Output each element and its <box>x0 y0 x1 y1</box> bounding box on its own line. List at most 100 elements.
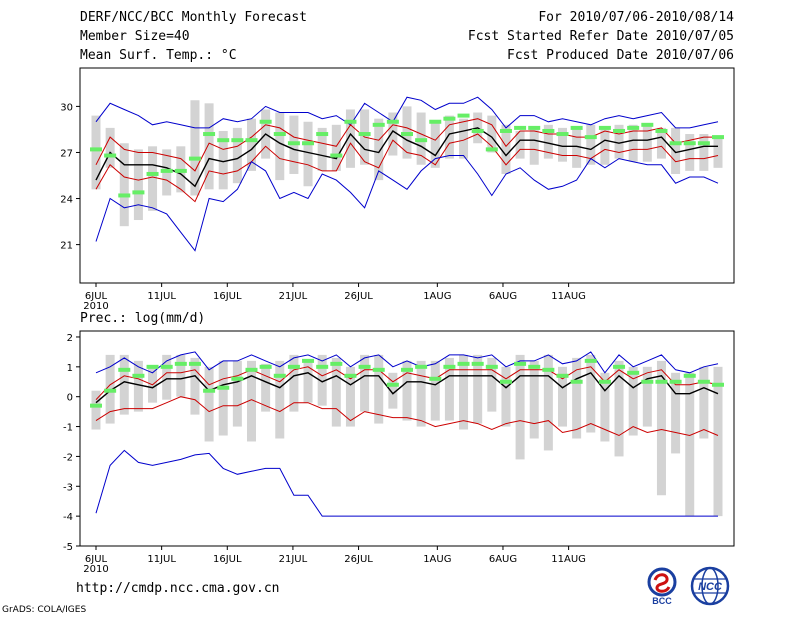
precip-spread-box <box>685 372 695 517</box>
temp-observed-marker <box>344 119 357 124</box>
temp-observed-marker <box>683 141 696 146</box>
precip-x-tick-label: 21JUL <box>279 554 308 565</box>
temp-observed-marker <box>217 138 230 143</box>
temp-observed-marker <box>627 125 640 130</box>
temp-spread-box <box>303 121 313 187</box>
precip-x-tick-label: 16JUL <box>213 554 242 565</box>
precip-observed-marker <box>174 361 187 366</box>
bcc-logo-text: BCC <box>652 596 672 606</box>
temp-observed-marker <box>471 128 484 133</box>
precip-observed-marker <box>330 361 343 366</box>
precip-observed-marker <box>259 364 272 369</box>
precip-spread-box <box>543 354 553 451</box>
temp-observed-marker <box>584 135 597 140</box>
temp-observed-marker <box>287 141 300 146</box>
temp-observed-marker <box>528 125 541 130</box>
temp-spread-box <box>444 115 454 159</box>
precip-y-tick-label: 2 <box>67 333 73 344</box>
temp-y-tick-label: 21 <box>60 241 73 252</box>
temp-observed-marker <box>613 128 626 133</box>
temp-observed-marker <box>499 128 512 133</box>
start-date-label: Fcst Started Refer Date 2010/07/05 <box>467 29 734 44</box>
temp-y-tick-label: 30 <box>60 102 73 113</box>
temp-observed-marker <box>273 132 286 137</box>
precip-observed-marker <box>570 379 583 384</box>
precip-lower-line <box>95 396 719 437</box>
temp-observed-marker <box>104 153 117 158</box>
temp-spread-box <box>275 112 285 181</box>
temp-spread-box <box>656 127 666 159</box>
temp-spread-box <box>105 127 115 168</box>
temp-x-tick-label: 6JUL <box>85 291 108 302</box>
temp-observed-marker <box>514 125 527 130</box>
precip-observed-marker <box>514 361 527 366</box>
precip-spread-box <box>204 366 214 442</box>
precip-spread-box <box>317 354 327 406</box>
precip-y-tick-label: -2 <box>63 452 73 463</box>
precip-observed-marker <box>401 367 413 372</box>
bcc-logo: BCC <box>642 566 682 606</box>
temp-spread-box <box>529 127 539 165</box>
chart-title: DERF/NCC/BCC Monthly Forecast <box>80 10 307 25</box>
precip-spread-box <box>656 360 666 496</box>
temp-observed-marker <box>160 168 173 173</box>
precip-observed-marker <box>669 379 682 384</box>
precip-spread-box <box>232 360 242 427</box>
temp-upper-line <box>95 118 718 172</box>
precip-observed-marker <box>443 364 456 369</box>
temp-observed-marker <box>401 132 413 137</box>
temp-spread-box <box>515 130 525 159</box>
temp-observed-marker <box>245 138 258 143</box>
temp-observed-marker <box>598 125 611 130</box>
temp-observed-marker <box>415 138 428 143</box>
temp-observed-marker <box>570 125 583 130</box>
precip-spread-box <box>529 360 539 439</box>
temp-observed-marker <box>132 190 145 195</box>
source-url[interactable]: http://cmdp.ncc.cma.gov.cn <box>76 581 280 596</box>
precip-observed-marker <box>90 403 102 408</box>
precip-observed-marker <box>287 364 300 369</box>
precip-spread-box <box>218 360 228 436</box>
member-size-label: Member Size=40 <box>80 29 190 44</box>
precip-spread-box <box>515 354 525 460</box>
precip-spread-box <box>501 366 511 427</box>
temp-spread-box <box>218 130 228 190</box>
temp-spread-box <box>247 118 256 171</box>
ncc-logo-text: NCC <box>698 581 723 593</box>
temp-spread-box <box>487 115 497 153</box>
temp-spread-box <box>671 127 681 174</box>
temp-spread-box <box>232 127 242 184</box>
temp-spread-box <box>91 115 101 190</box>
precip-observed-marker <box>203 388 216 393</box>
precip-spread-box <box>388 372 398 409</box>
precip-spread-box <box>374 354 384 424</box>
precip-observed-marker <box>160 364 173 369</box>
precip-spread-box <box>586 354 596 433</box>
precip-observed-marker <box>429 376 442 381</box>
temp-observed-marker <box>316 132 329 137</box>
precip-x-tick-label: 11JUL <box>147 554 176 565</box>
precip-max-line <box>95 351 719 374</box>
temp-spread-box <box>572 127 582 168</box>
precip-observed-marker <box>485 364 498 369</box>
precip-spread-box <box>600 372 610 442</box>
temp-spread-box <box>614 124 624 159</box>
precip-observed-marker <box>316 364 329 369</box>
temp-spread-box <box>459 118 469 159</box>
temp-observed-marker <box>302 141 315 146</box>
precip-spread-box <box>628 366 638 436</box>
produced-date-label: Fcst Produced Date 2010/07/06 <box>507 48 734 63</box>
precip-observed-marker <box>471 361 484 366</box>
precip-spread-box <box>713 366 723 517</box>
precip-x-tick-label: 26JUL <box>344 554 373 565</box>
temp-observed-marker <box>443 116 456 121</box>
temp-spread-box <box>119 143 129 227</box>
temp-min-line <box>95 155 719 252</box>
precip-y-tick-label: -5 <box>63 542 73 553</box>
precip-y-tick-label: -1 <box>63 423 73 434</box>
precip-y-tick-label: 1 <box>67 363 73 374</box>
precip-spread-box <box>289 354 299 412</box>
precip-min-line <box>95 449 718 517</box>
precip-observed-marker <box>627 370 640 375</box>
